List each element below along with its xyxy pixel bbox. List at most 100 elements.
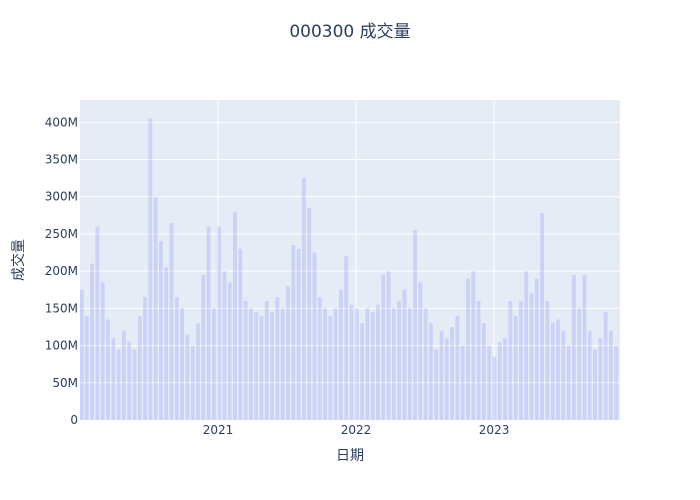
y-tick-label: 150M [45, 301, 78, 315]
volume-bar [80, 289, 84, 420]
volume-bar [259, 315, 264, 420]
volume-bar [148, 118, 153, 421]
volume-bar [534, 278, 539, 420]
volume-bar [339, 289, 343, 420]
volume-bar [508, 300, 513, 420]
volume-bar [280, 308, 285, 420]
volume-bar [233, 211, 237, 420]
volume-bar [264, 300, 269, 420]
y-tick-label: 200M [45, 264, 78, 278]
volume-bar [190, 345, 195, 420]
volume-bar [301, 178, 306, 420]
volume-bar [460, 345, 465, 420]
bars [80, 118, 619, 421]
volume-bar [386, 271, 391, 420]
volume-bar [391, 308, 396, 420]
volume-bar [116, 349, 121, 420]
volume-bar [137, 315, 142, 420]
volume-bar [90, 263, 95, 420]
y-tick-label: 400M [45, 115, 78, 129]
volume-bar [127, 341, 132, 420]
volume-bar [132, 349, 137, 420]
volume-bar [296, 248, 301, 420]
volume-bar [587, 330, 592, 420]
volume-bar [598, 338, 603, 420]
volume-bar [376, 304, 380, 420]
volume-bar [577, 308, 582, 420]
volume-bar [381, 274, 386, 420]
volume-bar [487, 345, 492, 420]
volume-bar [100, 282, 105, 420]
x-tick-label: 2022 [341, 423, 372, 437]
y-tick-label: 0 [70, 413, 78, 427]
volume-bar [249, 308, 253, 420]
volume-bar [471, 271, 476, 420]
volume-bar [84, 315, 89, 420]
volume-bar [450, 326, 455, 420]
volume-bar [455, 315, 460, 420]
volume-bar [519, 300, 523, 420]
volume-bar [238, 248, 243, 420]
volume-bar [434, 349, 439, 420]
y-axis-title: 成交量 [10, 239, 27, 281]
volume-bar [206, 226, 211, 420]
volume-bar [418, 282, 423, 420]
volume-bar [317, 297, 322, 420]
volume-bar [344, 256, 349, 420]
volume-bar [545, 300, 550, 420]
volume-bar [254, 312, 259, 420]
volume-bar [349, 304, 354, 420]
volume-bar [211, 308, 216, 420]
grid-lines [80, 100, 620, 420]
plot-background [80, 100, 620, 420]
volume-bar [476, 300, 481, 420]
y-tick-label: 100M [45, 339, 78, 353]
x-axis-title: 日期 [336, 448, 364, 464]
x-tick-label: 2023 [479, 423, 510, 437]
y-axis-ticks: 0 50M 100M 150M 200M 250M 300M 350M 400M [45, 115, 78, 427]
volume-bar [275, 297, 280, 420]
volume-bar [497, 341, 502, 420]
volume-bar [593, 349, 597, 420]
volume-bar [143, 297, 147, 420]
x-tick-label: 2021 [203, 423, 234, 437]
volume-bar [529, 293, 534, 420]
volume-bar [196, 323, 200, 420]
volume-bar [609, 330, 613, 420]
volume-bar [407, 308, 412, 420]
volume-bar [227, 282, 232, 420]
y-tick-label: 250M [45, 227, 78, 241]
volume-bar [413, 230, 417, 420]
volume-bar [370, 312, 375, 420]
volume-bar [365, 308, 370, 420]
volume-bar [106, 319, 110, 420]
volume-bar [169, 222, 174, 420]
volume-bar [354, 308, 359, 420]
volume-bar [402, 289, 407, 420]
volume-bar [397, 300, 402, 420]
volume-bar [481, 323, 486, 420]
volume-bar [217, 226, 222, 420]
volume-bar [323, 308, 327, 420]
x-axis-ticks: 2021 2022 2023 [203, 423, 510, 437]
volume-bar [429, 323, 433, 420]
volume-bar [291, 245, 296, 420]
y-tick-label: 300M [45, 190, 78, 204]
volume-bar [360, 323, 365, 420]
volume-bar [153, 196, 158, 420]
volume-bar [571, 274, 576, 420]
volume-bar [180, 308, 185, 420]
volume-bar [307, 207, 312, 420]
volume-bar [222, 271, 227, 420]
volume-bar [556, 319, 560, 420]
volume-bar [423, 308, 428, 420]
chart-title: 000300 成交量 [289, 22, 410, 42]
volume-bar [614, 345, 619, 420]
volume-bar [582, 274, 587, 420]
volume-bar [603, 312, 608, 420]
volume-bar [550, 323, 555, 420]
volume-bar [121, 330, 126, 420]
volume-bar [270, 312, 275, 420]
